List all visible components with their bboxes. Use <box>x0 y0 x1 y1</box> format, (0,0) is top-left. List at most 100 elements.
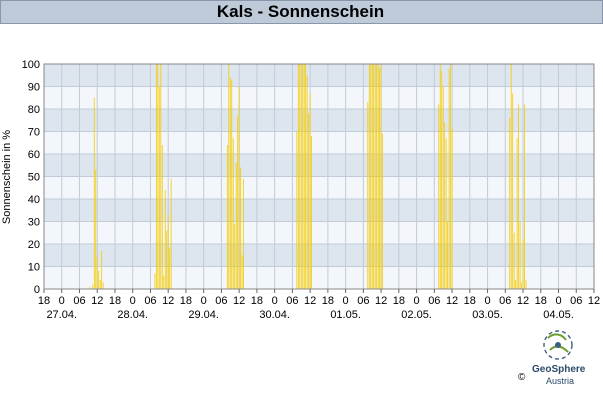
bar <box>157 64 159 289</box>
plot-band <box>44 221 594 244</box>
x-tick-label: 0 <box>484 295 490 307</box>
bar <box>158 86 160 289</box>
x-tick-label: 0 <box>201 295 207 307</box>
x-tick-label: 12 <box>375 295 387 307</box>
bar <box>302 64 304 289</box>
bar <box>518 104 520 289</box>
bar <box>297 64 299 289</box>
bar <box>161 145 163 289</box>
bar <box>98 271 100 289</box>
x-tick-label: 18 <box>38 295 50 307</box>
bar <box>155 64 157 289</box>
bar <box>167 214 169 289</box>
plot-band <box>44 176 594 199</box>
bar <box>376 64 378 289</box>
bar <box>240 167 242 289</box>
bar <box>154 273 156 289</box>
y-tick-label: 60 <box>28 149 40 161</box>
bar <box>374 64 376 289</box>
date-labels: 27.04. 28.04. 29.04. 30.04. 01.05. 02.05. 03.0… <box>46 309 573 321</box>
bar <box>368 64 370 289</box>
bar <box>95 169 97 289</box>
bar <box>382 133 383 289</box>
y-tick-label: 0 <box>34 284 40 296</box>
bar <box>99 280 101 289</box>
x-tick-label: 0 <box>59 295 65 307</box>
x-tick-label: 18 <box>322 295 334 307</box>
bar <box>370 64 372 289</box>
bar <box>241 255 243 289</box>
geosphere-logo-subtitle: Austria <box>546 376 575 386</box>
bar <box>166 230 168 289</box>
bar <box>300 64 302 289</box>
plot-band <box>44 86 594 109</box>
bar <box>524 104 525 289</box>
bar <box>93 97 95 289</box>
x-tick-label: 12 <box>446 295 458 307</box>
bar <box>96 257 98 289</box>
plot-border <box>43 63 595 290</box>
y-tick-label: 40 <box>28 194 40 206</box>
x-tick-label: 12 <box>233 295 245 307</box>
x-tick-labels: 18 0 06 12 18 0 06 12 18 0 06 12 18 0 06 12 18 0 06 12 18 0 06… <box>38 289 600 307</box>
date-label: 01.05. <box>330 309 361 321</box>
x-tick-label: 06 <box>144 295 156 307</box>
date-label: 03.05. <box>472 309 503 321</box>
x-tick-label: 0 <box>272 295 278 307</box>
bar <box>226 145 228 289</box>
bar <box>235 163 237 289</box>
bar <box>169 248 171 289</box>
bar <box>309 93 311 289</box>
bar <box>441 70 443 289</box>
bar <box>231 79 233 289</box>
date-label: 29.04. <box>188 309 219 321</box>
x-tick-label: 18 <box>180 295 192 307</box>
x-tick-label: 18 <box>251 295 263 307</box>
date-label: 28.04. <box>117 309 148 321</box>
plot-band <box>44 64 594 87</box>
x-tick-label: 12 <box>304 295 316 307</box>
x-tick-label: 06 <box>570 295 582 307</box>
bar <box>89 286 91 289</box>
x-tick-label: 06 <box>428 295 440 307</box>
x-tick-label: 18 <box>464 295 476 307</box>
bar <box>101 250 103 289</box>
bar <box>444 122 446 289</box>
plot-band <box>44 244 594 267</box>
bar <box>299 64 301 289</box>
y-tick-label: 80 <box>28 104 40 116</box>
bar <box>160 64 162 289</box>
x-tick-label: 06 <box>499 295 511 307</box>
bar <box>515 280 517 289</box>
bar <box>296 131 298 289</box>
bar <box>243 178 245 289</box>
bar <box>380 64 382 289</box>
x-tick-label: 18 <box>393 295 405 307</box>
bar <box>521 282 522 289</box>
x-tick-label: 0 <box>130 295 136 307</box>
copyright-symbol: © <box>518 372 526 383</box>
bar <box>229 77 231 289</box>
y-tick-label: 50 <box>28 172 40 184</box>
bar <box>311 136 313 289</box>
geosphere-logo: GeoSphere Austria <box>520 328 600 398</box>
bar <box>164 190 166 289</box>
y-tick-label: 70 <box>28 127 40 139</box>
x-tick-label: 0 <box>343 295 349 307</box>
bar <box>367 102 369 289</box>
bar <box>450 64 451 289</box>
bar <box>447 221 449 289</box>
bar <box>438 104 440 289</box>
x-tick-label: 06 <box>73 295 85 307</box>
bar <box>305 64 307 289</box>
date-label: 30.04. <box>259 309 290 321</box>
bar <box>519 221 521 289</box>
y-tick-label: 90 <box>28 82 40 94</box>
bar <box>371 64 373 289</box>
x-tick-label: 06 <box>357 295 369 307</box>
bar <box>445 138 447 289</box>
bar <box>238 86 240 289</box>
x-tick-label: 06 <box>286 295 298 307</box>
bar <box>170 178 172 289</box>
